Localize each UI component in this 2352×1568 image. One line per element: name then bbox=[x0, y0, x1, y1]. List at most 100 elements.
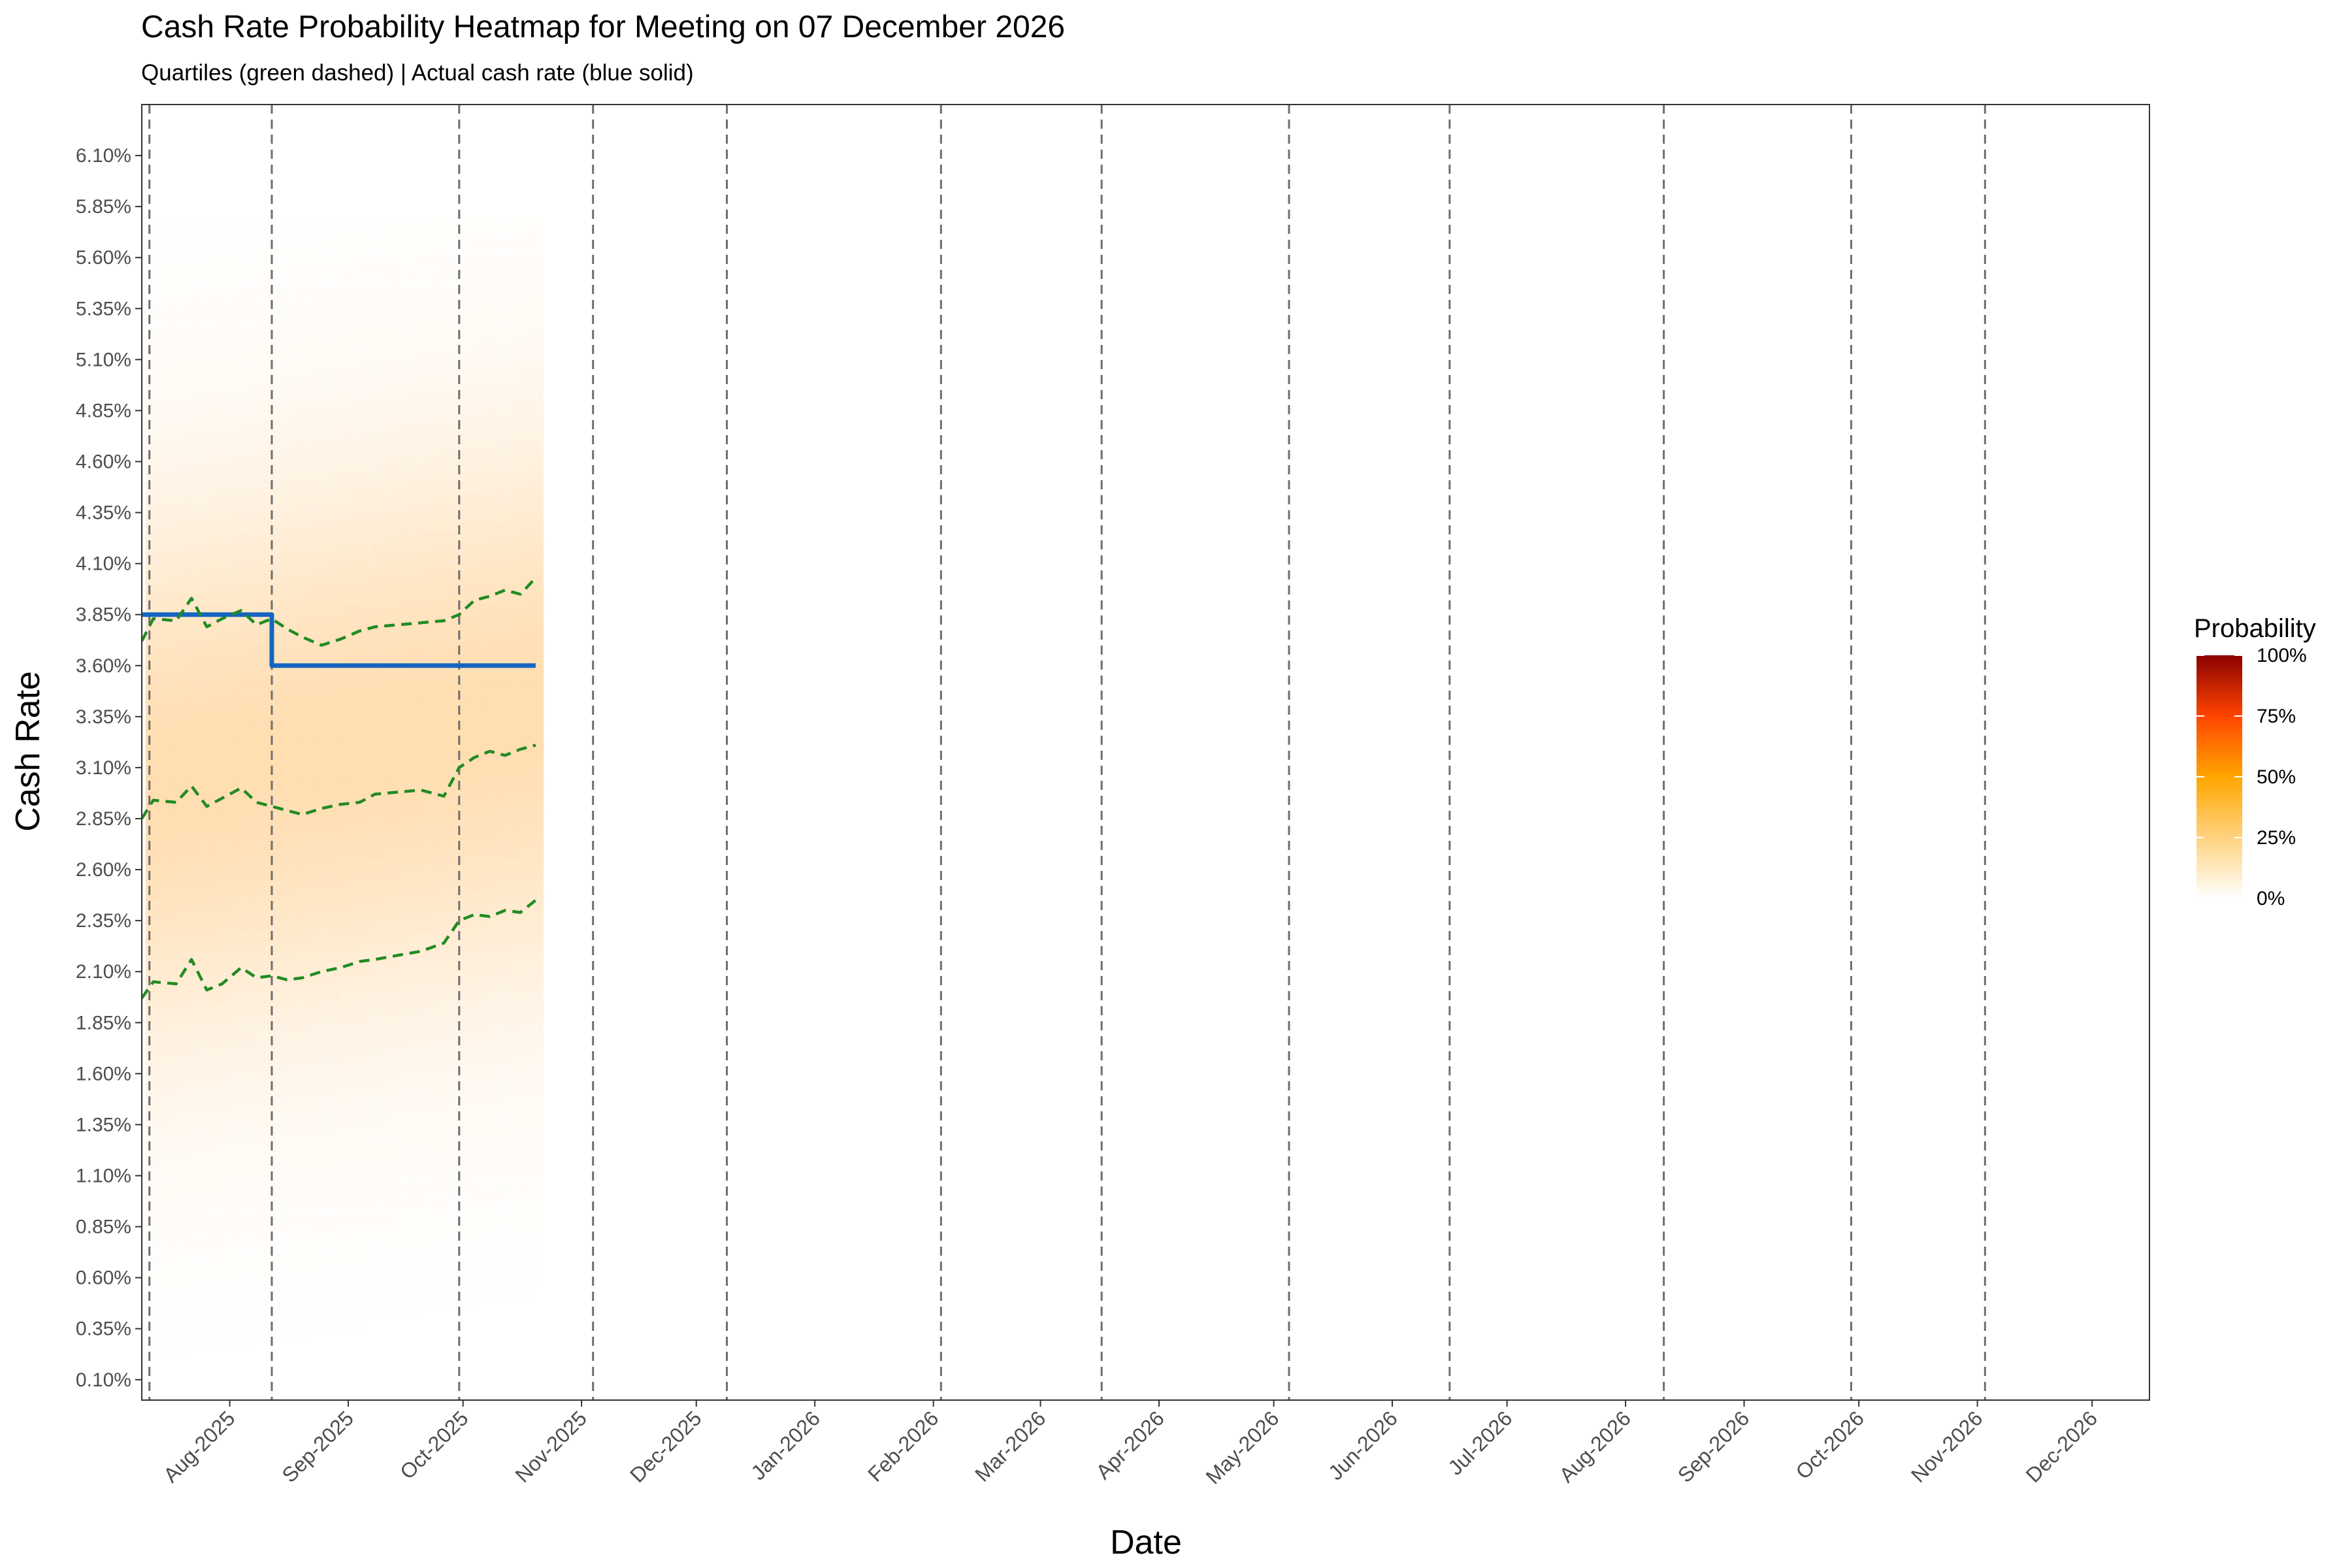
heatmap-cell bbox=[241, 1277, 246, 1288]
heatmap-cell bbox=[199, 1267, 204, 1279]
heatmap-cell bbox=[295, 849, 299, 860]
heatmap-cell bbox=[199, 604, 204, 615]
heatmap-cell bbox=[248, 1339, 253, 1350]
heatmap-cell bbox=[180, 696, 184, 707]
heatmap-cell bbox=[221, 349, 227, 360]
heatmap-cell bbox=[218, 1339, 223, 1350]
heatmap-cell bbox=[157, 788, 161, 799]
heatmap-cell bbox=[203, 747, 208, 758]
heatmap-cell bbox=[184, 1318, 188, 1330]
heatmap-cell bbox=[145, 1094, 150, 1105]
heatmap-cell bbox=[237, 655, 242, 666]
heatmap-cell bbox=[241, 788, 246, 799]
heatmap-cell bbox=[298, 400, 303, 412]
heatmap-cell bbox=[245, 574, 250, 585]
heatmap-cell bbox=[256, 523, 261, 534]
heatmap-cell bbox=[180, 257, 184, 269]
heatmap-cell bbox=[248, 594, 253, 605]
heatmap-cell bbox=[237, 951, 242, 962]
heatmap-cell bbox=[298, 961, 303, 972]
heatmap-cell bbox=[221, 1339, 227, 1350]
heatmap-cell bbox=[310, 1094, 314, 1105]
heatmap-cell bbox=[153, 298, 158, 309]
heatmap-cell bbox=[302, 247, 307, 258]
heatmap-cell bbox=[306, 1104, 311, 1115]
heatmap-cell bbox=[191, 421, 196, 432]
heatmap-cell bbox=[291, 1186, 295, 1197]
heatmap-cell bbox=[180, 1012, 184, 1023]
heatmap-cell bbox=[191, 1247, 196, 1258]
heatmap-cell bbox=[180, 1114, 184, 1126]
heatmap-cell bbox=[176, 981, 181, 993]
heatmap-cell bbox=[206, 1226, 211, 1237]
heatmap-cell bbox=[287, 1032, 291, 1044]
heatmap-cell bbox=[229, 278, 235, 289]
heatmap-cell bbox=[195, 421, 200, 432]
heatmap-cell bbox=[221, 563, 227, 574]
heatmap-cell bbox=[168, 237, 173, 248]
heatmap-cell bbox=[191, 890, 196, 901]
heatmap-cell bbox=[260, 655, 265, 666]
heatmap-cell bbox=[168, 1002, 173, 1013]
heatmap-cell bbox=[145, 451, 150, 463]
heatmap-cell bbox=[203, 441, 208, 452]
heatmap-cell bbox=[191, 941, 196, 952]
heatmap-cell bbox=[302, 890, 307, 901]
heatmap-cell bbox=[248, 237, 253, 248]
heatmap-cell bbox=[176, 278, 181, 289]
heatmap-cell bbox=[149, 981, 154, 993]
heatmap-cell bbox=[310, 583, 314, 595]
heatmap-cell bbox=[302, 1308, 307, 1319]
heatmap-cell bbox=[180, 757, 184, 768]
heatmap-cell bbox=[275, 492, 280, 503]
heatmap-cell bbox=[180, 981, 184, 993]
heatmap-cell bbox=[188, 523, 192, 534]
heatmap-cell bbox=[225, 574, 231, 585]
heatmap-cell bbox=[291, 1002, 295, 1013]
heatmap-cell bbox=[272, 941, 276, 952]
heatmap-cell bbox=[241, 339, 246, 350]
heatmap-cell bbox=[145, 665, 150, 676]
heatmap-cell bbox=[298, 369, 303, 381]
heatmap-cell bbox=[199, 492, 204, 503]
heatmap-cell bbox=[279, 339, 284, 350]
heatmap-cell bbox=[245, 1308, 250, 1319]
heatmap-cell bbox=[168, 1186, 173, 1197]
heatmap-cell bbox=[157, 604, 161, 615]
heatmap-cell bbox=[287, 737, 291, 748]
heatmap-cell bbox=[180, 839, 184, 850]
heatmap-cell bbox=[302, 930, 307, 941]
heatmap-cell bbox=[203, 1257, 208, 1268]
heatmap-cell bbox=[218, 788, 223, 799]
heatmap-cell bbox=[195, 1318, 200, 1330]
heatmap-cell bbox=[195, 553, 200, 564]
heatmap-cell bbox=[221, 879, 227, 890]
heatmap-cell bbox=[195, 482, 200, 493]
heatmap-cell bbox=[233, 828, 238, 840]
heatmap-cell bbox=[206, 410, 211, 421]
heatmap-cell bbox=[295, 1165, 299, 1177]
heatmap-cell bbox=[237, 421, 242, 432]
heatmap-cell bbox=[153, 879, 158, 890]
heatmap-cell bbox=[210, 216, 215, 227]
heatmap-cell bbox=[295, 349, 299, 360]
heatmap-cell bbox=[287, 318, 291, 330]
heatmap-cell bbox=[245, 1288, 250, 1299]
heatmap-cell bbox=[295, 665, 299, 676]
heatmap-cell bbox=[295, 410, 299, 421]
heatmap-cell bbox=[248, 1247, 253, 1258]
heatmap-cell bbox=[256, 870, 261, 881]
heatmap-cell bbox=[291, 1226, 295, 1237]
heatmap-cell bbox=[214, 747, 219, 758]
heatmap-cell bbox=[241, 767, 246, 779]
heatmap-cell bbox=[245, 727, 250, 738]
heatmap-cell bbox=[188, 634, 192, 646]
heatmap-cell bbox=[188, 941, 192, 952]
heatmap-cell bbox=[245, 634, 250, 646]
heatmap-cell bbox=[295, 1206, 299, 1217]
heatmap-cell bbox=[256, 900, 261, 911]
heatmap-cell bbox=[291, 716, 295, 728]
heatmap-cell bbox=[245, 972, 250, 983]
heatmap-cell bbox=[161, 1032, 165, 1044]
heatmap-cell bbox=[199, 1165, 204, 1177]
